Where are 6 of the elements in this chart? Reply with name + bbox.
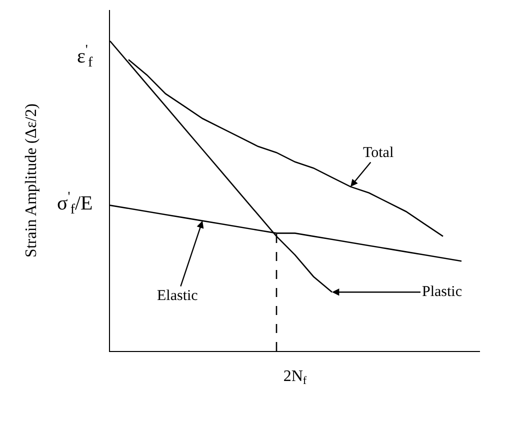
text: Elastic [157,288,198,304]
text: Plastic [422,284,462,300]
text: σ$^{'}$$_{f}$/E [57,190,93,218]
series-label: Total [363,145,394,161]
y-axis-title: Strain Amplitude (Δε/2) [22,104,40,258]
x-axis-title: 2N$_{f}$ [283,368,307,388]
